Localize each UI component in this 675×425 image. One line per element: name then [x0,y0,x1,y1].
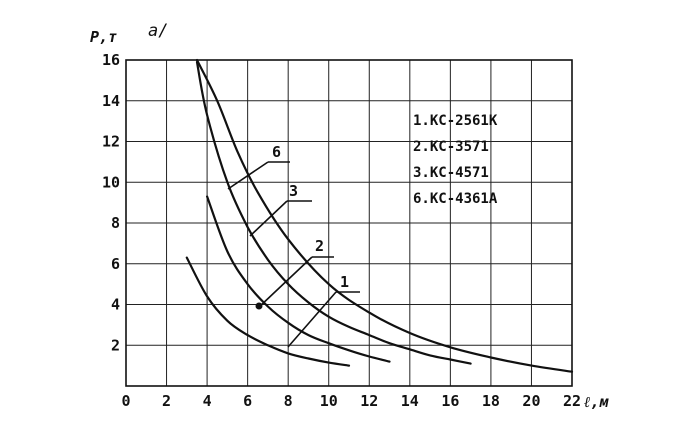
panel-label: а/ [148,21,168,41]
y-tick-labels: 2 4 6 8 10 12 14 16 [102,51,120,354]
y-tick-label: 10 [102,173,120,191]
y-tick-label: 4 [111,296,120,314]
curve-6 [195,58,574,373]
y-tick-label: 8 [111,214,120,232]
y-tick-label: 14 [102,92,120,110]
curve-label-3: 3 [289,182,298,200]
curve-3 [195,60,472,365]
x-tick-label: 10 [320,392,338,410]
x-tick-label: 0 [121,392,130,410]
legend-entry: 1.КС-2561К [413,113,498,129]
curve-1 [185,256,351,367]
x-tick-label: 4 [203,392,212,410]
grid [125,59,573,386]
legend-entry: 6.КС-4361А [413,191,498,207]
x-tick-label: 16 [441,392,459,410]
curve-label-1: 1 [340,273,349,291]
curve-label-2: 2 [315,237,324,255]
x-tick-label: 6 [243,392,252,410]
leader-line [287,291,337,348]
load-curves [185,58,574,373]
leader-line [249,200,288,237]
legend-entry: 3.КС-4571 [413,165,489,181]
curve-2 [206,195,391,363]
y-tick-label: 2 [111,336,120,354]
x-tick-label: 20 [522,392,540,410]
curve-label-6: 6 [272,143,281,161]
plot-frame [125,59,573,387]
leader-line [227,161,269,190]
x-tick-labels: 0 2 4 6 8 10 12 14 16 18 20 22 [121,392,581,410]
x-tick-label: 14 [401,392,419,410]
legend: 1.КС-2561К 2.КС-3571 3.КС-4571 6.КС-4361А [413,113,498,207]
curve-marker [255,302,263,310]
y-tick-label: 12 [102,133,120,151]
x-tick-label: 12 [360,392,378,410]
leader-line [257,256,313,309]
x-tick-label: 8 [284,392,293,410]
y-tick-label: 16 [102,51,120,69]
legend-entry: 2.КС-3571 [413,139,489,155]
x-tick-label: 22 [563,392,581,410]
curve-label-leaders: 6 3 21 [227,143,360,348]
x-tick-label: 2 [162,392,171,410]
x-axis-label: ℓ,м [584,393,609,411]
y-axis-label: P,т [90,28,117,46]
y-tick-label: 6 [111,255,120,273]
x-tick-label: 18 [482,392,500,410]
